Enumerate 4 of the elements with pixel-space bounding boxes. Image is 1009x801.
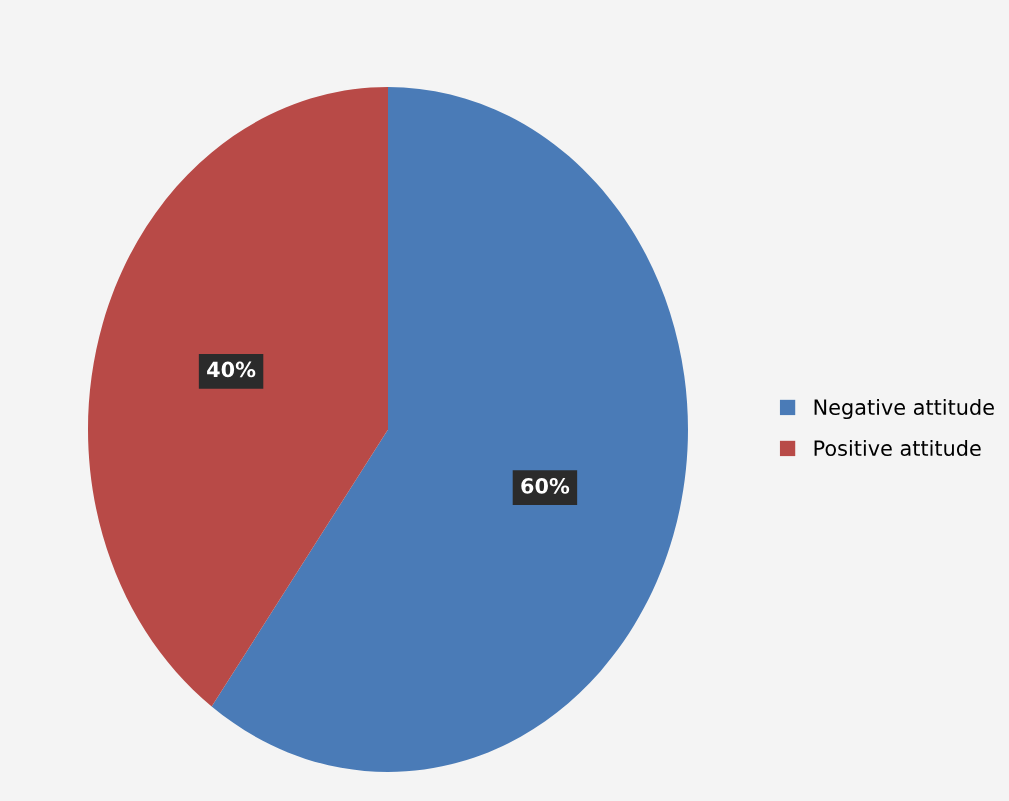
data-label: 60% — [521, 478, 570, 494]
legend-label: Positive attitude — [814, 439, 981, 457]
data-label: 40% — [207, 361, 256, 378]
legend-label: Negative attitude — [814, 398, 994, 420]
